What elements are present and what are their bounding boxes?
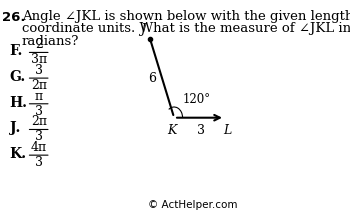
Text: 2: 2 bbox=[35, 39, 43, 51]
Text: F.: F. bbox=[10, 44, 23, 58]
Text: 3: 3 bbox=[35, 131, 43, 143]
Text: J: J bbox=[140, 23, 145, 36]
Text: 26.: 26. bbox=[2, 11, 26, 24]
Text: 3: 3 bbox=[197, 124, 205, 137]
Text: 4π: 4π bbox=[31, 141, 47, 154]
Text: L: L bbox=[223, 124, 231, 137]
Text: 2π: 2π bbox=[31, 116, 47, 128]
Text: 3π: 3π bbox=[31, 54, 47, 66]
Text: K.: K. bbox=[10, 147, 27, 161]
Text: K: K bbox=[167, 124, 176, 137]
Text: 3: 3 bbox=[35, 156, 43, 169]
Text: radians?: radians? bbox=[22, 35, 79, 48]
Text: 2π: 2π bbox=[31, 79, 47, 92]
Text: coordinate units. What is the measure of ∠JKL in: coordinate units. What is the measure of… bbox=[22, 22, 350, 36]
Text: π: π bbox=[35, 90, 43, 103]
Text: © ActHelper.com: © ActHelper.com bbox=[147, 200, 237, 210]
Text: 6: 6 bbox=[148, 72, 156, 85]
Text: Angle ∠JKL is shown below with the given lengths in: Angle ∠JKL is shown below with the given… bbox=[22, 10, 350, 23]
Text: H.: H. bbox=[10, 96, 28, 110]
Text: J.: J. bbox=[10, 121, 20, 135]
Text: 3: 3 bbox=[35, 64, 43, 77]
Text: 120°: 120° bbox=[183, 93, 211, 106]
Text: G.: G. bbox=[10, 70, 26, 84]
Text: 3: 3 bbox=[35, 105, 43, 118]
